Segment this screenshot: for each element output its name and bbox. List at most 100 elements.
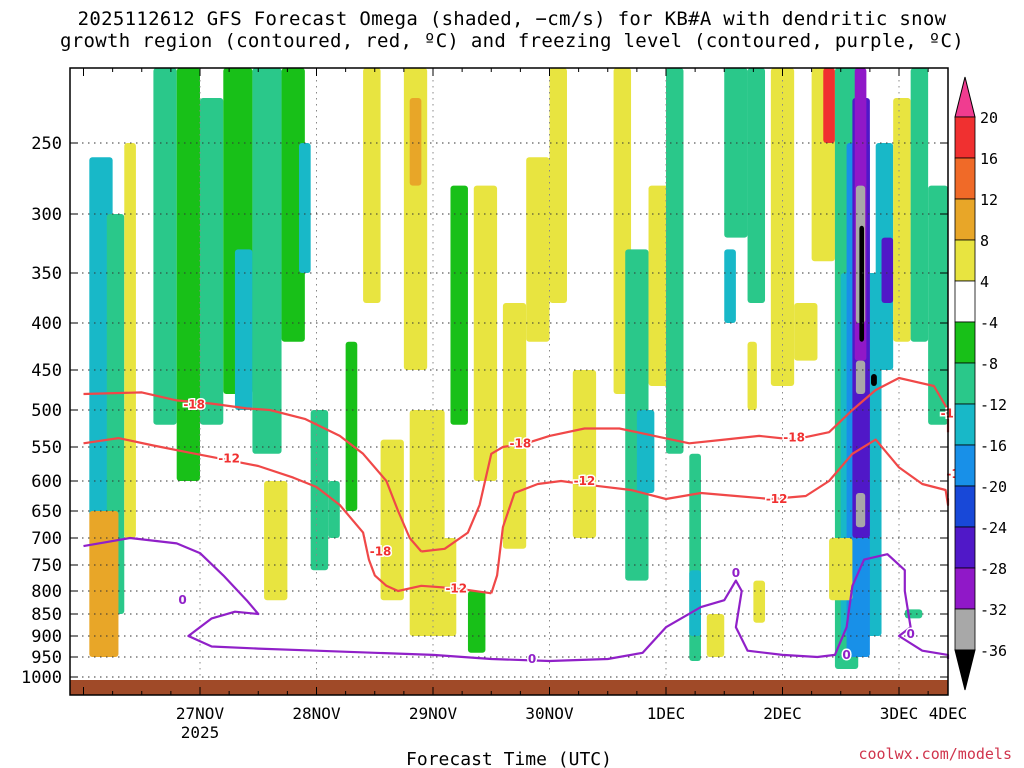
omega-cell bbox=[380, 439, 404, 601]
omega-shading bbox=[70, 68, 948, 695]
omega-cell bbox=[928, 185, 948, 425]
omega-cell bbox=[363, 68, 381, 303]
colorbar-swatch bbox=[954, 198, 976, 241]
omega-cell bbox=[859, 225, 865, 342]
colorbar: 20 16 12 8 4 -4 -8 -12 -16 -20 -24 -28 -32 -36 bbox=[954, 76, 1007, 691]
y-tick-label: 800 bbox=[31, 582, 62, 602]
chart-title-line-2: growth region (contoured, red, ºC) and f… bbox=[60, 30, 964, 52]
omega-cell bbox=[572, 370, 597, 538]
y-tick-label: 600 bbox=[31, 472, 62, 492]
omega-cell bbox=[252, 68, 282, 454]
y-tick-label: 300 bbox=[31, 205, 62, 225]
omega-cell bbox=[823, 68, 835, 143]
omega-cell bbox=[871, 374, 877, 386]
colorbar-label: 16 bbox=[980, 150, 998, 168]
omega-cell bbox=[502, 303, 527, 549]
omega-cell bbox=[706, 614, 725, 657]
contour-label: 0 bbox=[528, 652, 536, 666]
colorbar-label: -28 bbox=[980, 560, 1007, 578]
x-tick-label: 2DEC bbox=[763, 704, 802, 723]
y-tick-label: 950 bbox=[31, 648, 62, 668]
colorbar-label: -24 bbox=[980, 519, 1007, 537]
colorbar-label: -32 bbox=[980, 601, 1007, 619]
y-tick-label: 650 bbox=[31, 502, 62, 522]
x-tick-label: 28NOV bbox=[292, 704, 341, 723]
colorbar-swatch bbox=[954, 116, 976, 159]
omega-cell bbox=[328, 481, 340, 538]
y-tick-label: 700 bbox=[31, 529, 62, 549]
omega-cell bbox=[747, 341, 757, 410]
omega-cell bbox=[753, 580, 766, 623]
x-tick-label: 3DEC bbox=[880, 704, 919, 723]
contour-label: -18 bbox=[510, 436, 532, 450]
omega-cell bbox=[409, 98, 422, 186]
colorbar-swatch bbox=[954, 608, 976, 651]
colorbar-bottom-arrow bbox=[954, 649, 976, 691]
contour-labels: -18-12-18-12-18-12-18-12-18-1200000 bbox=[177, 396, 970, 668]
contour-label: 0 bbox=[732, 566, 740, 580]
omega-cell bbox=[467, 591, 486, 653]
omega-cell bbox=[747, 68, 766, 303]
omega-cell bbox=[200, 98, 224, 425]
colorbar-label: 12 bbox=[980, 191, 998, 209]
colorbar-swatch bbox=[954, 239, 976, 282]
contour-label: 0 bbox=[178, 593, 186, 607]
omega-cell bbox=[345, 341, 358, 511]
dgz-minus18-upper bbox=[83, 391, 423, 553]
x-tick-sublabel: 2025 bbox=[181, 723, 220, 742]
y-tick-label: 750 bbox=[31, 556, 62, 576]
omega-cell bbox=[549, 68, 567, 303]
colorbar-swatch bbox=[954, 280, 976, 323]
omega-cell bbox=[299, 143, 311, 273]
y-tick-label: 250 bbox=[31, 134, 62, 154]
colorbar-label: 4 bbox=[980, 273, 989, 291]
omega-cell bbox=[89, 511, 119, 657]
omega-cell bbox=[910, 68, 929, 342]
y-tick-label: 500 bbox=[31, 401, 62, 421]
colorbar-top-arrow bbox=[954, 76, 976, 118]
x-tick-label: 30NOV bbox=[525, 704, 574, 723]
x-tick-label: 1DEC bbox=[647, 704, 686, 723]
contour-label: -18 bbox=[783, 430, 805, 444]
dgz-minus12-lower bbox=[83, 437, 492, 595]
omega-cell bbox=[794, 303, 818, 361]
x-tick-label: 4DEC bbox=[929, 704, 968, 723]
omega-cell bbox=[881, 237, 894, 303]
omega-cell bbox=[473, 185, 498, 481]
x-axis-title: Forecast Time (UTC) bbox=[406, 749, 612, 768]
colorbar-swatch bbox=[954, 444, 976, 487]
colorbar-label: -8 bbox=[980, 355, 998, 373]
omega-cell bbox=[264, 481, 288, 601]
x-tick-label: 27NOV bbox=[176, 704, 225, 723]
colorbar-swatch bbox=[954, 567, 976, 610]
y-tick-label: 850 bbox=[31, 605, 62, 625]
contour-label: -12 bbox=[766, 492, 788, 506]
terrain-surface bbox=[70, 680, 948, 695]
colorbar-swatch bbox=[954, 157, 976, 200]
omega-cell bbox=[855, 360, 866, 394]
y-tick-label: 1000 bbox=[21, 668, 62, 688]
omega-cell bbox=[153, 68, 177, 425]
omega-cell bbox=[124, 143, 136, 538]
omega-cell bbox=[724, 249, 736, 323]
contour-label: 0 bbox=[906, 627, 914, 641]
colorbar-label: 8 bbox=[980, 232, 989, 250]
grid-lines bbox=[70, 68, 948, 695]
colorbar-label: -12 bbox=[980, 396, 1007, 414]
y-axis: 2503003504004505005506006507007508008509… bbox=[21, 134, 948, 688]
colorbar-swatch bbox=[954, 485, 976, 528]
contour-label: -12 bbox=[445, 581, 467, 595]
dgz-minus12-mid bbox=[490, 438, 950, 594]
colorbar-swatch bbox=[954, 321, 976, 364]
colorbar-label: -16 bbox=[980, 437, 1007, 455]
plot-frame bbox=[69, 67, 949, 696]
omega-cell bbox=[409, 410, 445, 636]
x-tick-label: 29NOV bbox=[409, 704, 458, 723]
colorbar-label: -36 bbox=[980, 642, 1007, 660]
contour-lines bbox=[83, 376, 950, 663]
colorbar-swatch bbox=[954, 362, 976, 405]
chart-title-line-1: 2025112612 GFS Forecast Omega (shaded, −… bbox=[77, 8, 947, 30]
y-tick-label: 900 bbox=[31, 627, 62, 647]
